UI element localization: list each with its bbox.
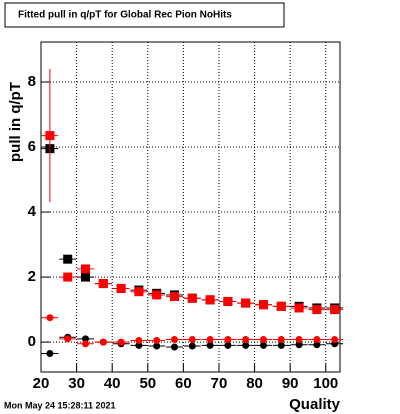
x-tick-label: 70 (211, 375, 228, 392)
marker (81, 335, 89, 343)
marker (45, 131, 55, 141)
x-tick-label: 60 (175, 375, 192, 392)
marker (46, 349, 54, 357)
marker (170, 335, 178, 343)
marker (153, 342, 161, 350)
title-box (4, 2, 285, 28)
marker (331, 335, 339, 343)
marker (63, 272, 73, 282)
x-tick-label: 30 (68, 375, 85, 392)
marker (169, 292, 179, 302)
y-tick-label: 4 (28, 203, 37, 220)
plot-frame (40, 41, 341, 373)
marker (295, 341, 303, 349)
marker (242, 341, 250, 349)
marker (187, 293, 197, 303)
marker (259, 335, 267, 343)
chart-title: Fitted pull in q/pT for Global Rec Pion … (18, 10, 232, 21)
marker (170, 343, 178, 351)
marker (277, 335, 285, 343)
marker (152, 290, 162, 300)
marker (206, 341, 214, 349)
y-tick-label: 6 (28, 138, 36, 155)
marker (206, 335, 214, 343)
marker (116, 283, 126, 293)
marker (98, 279, 108, 289)
x-axis-label: Quality (289, 396, 341, 413)
marker (81, 340, 89, 348)
marker (99, 338, 107, 346)
marker (80, 272, 90, 282)
x-tick-label: 20 (33, 375, 50, 392)
marker (46, 314, 54, 322)
marker (313, 335, 321, 343)
x-tick-label: 90 (282, 375, 299, 392)
marker (188, 342, 196, 350)
x-tick-label: 50 (139, 375, 156, 392)
marker (294, 303, 304, 313)
marker (313, 341, 321, 349)
marker (312, 305, 322, 315)
marker (223, 296, 233, 306)
y-axis-label: pull in q/pT (7, 82, 24, 162)
marker (258, 300, 268, 310)
marker (259, 341, 267, 349)
marker (135, 336, 143, 344)
marker (80, 264, 90, 274)
y-tick-label: 8 (28, 73, 36, 90)
marker (330, 305, 340, 315)
marker (277, 341, 285, 349)
marker (135, 341, 143, 349)
footer: Mon May 24 15:28:11 2021 (4, 400, 116, 410)
marker (241, 298, 251, 308)
marker (242, 335, 250, 343)
y-tick-label: 2 (28, 268, 36, 285)
x-tick-label: 100 (313, 375, 338, 392)
marker (117, 338, 125, 346)
marker (63, 254, 73, 264)
marker (295, 335, 303, 343)
marker (153, 336, 161, 344)
x-tick-label: 80 (246, 375, 263, 392)
marker (188, 335, 196, 343)
marker (224, 341, 232, 349)
y-tick-label: 0 (28, 333, 36, 350)
marker (276, 301, 286, 311)
marker (134, 287, 144, 297)
marker (205, 295, 215, 305)
x-tick-label: 40 (104, 375, 121, 392)
marker (64, 335, 72, 343)
marker (224, 335, 232, 343)
